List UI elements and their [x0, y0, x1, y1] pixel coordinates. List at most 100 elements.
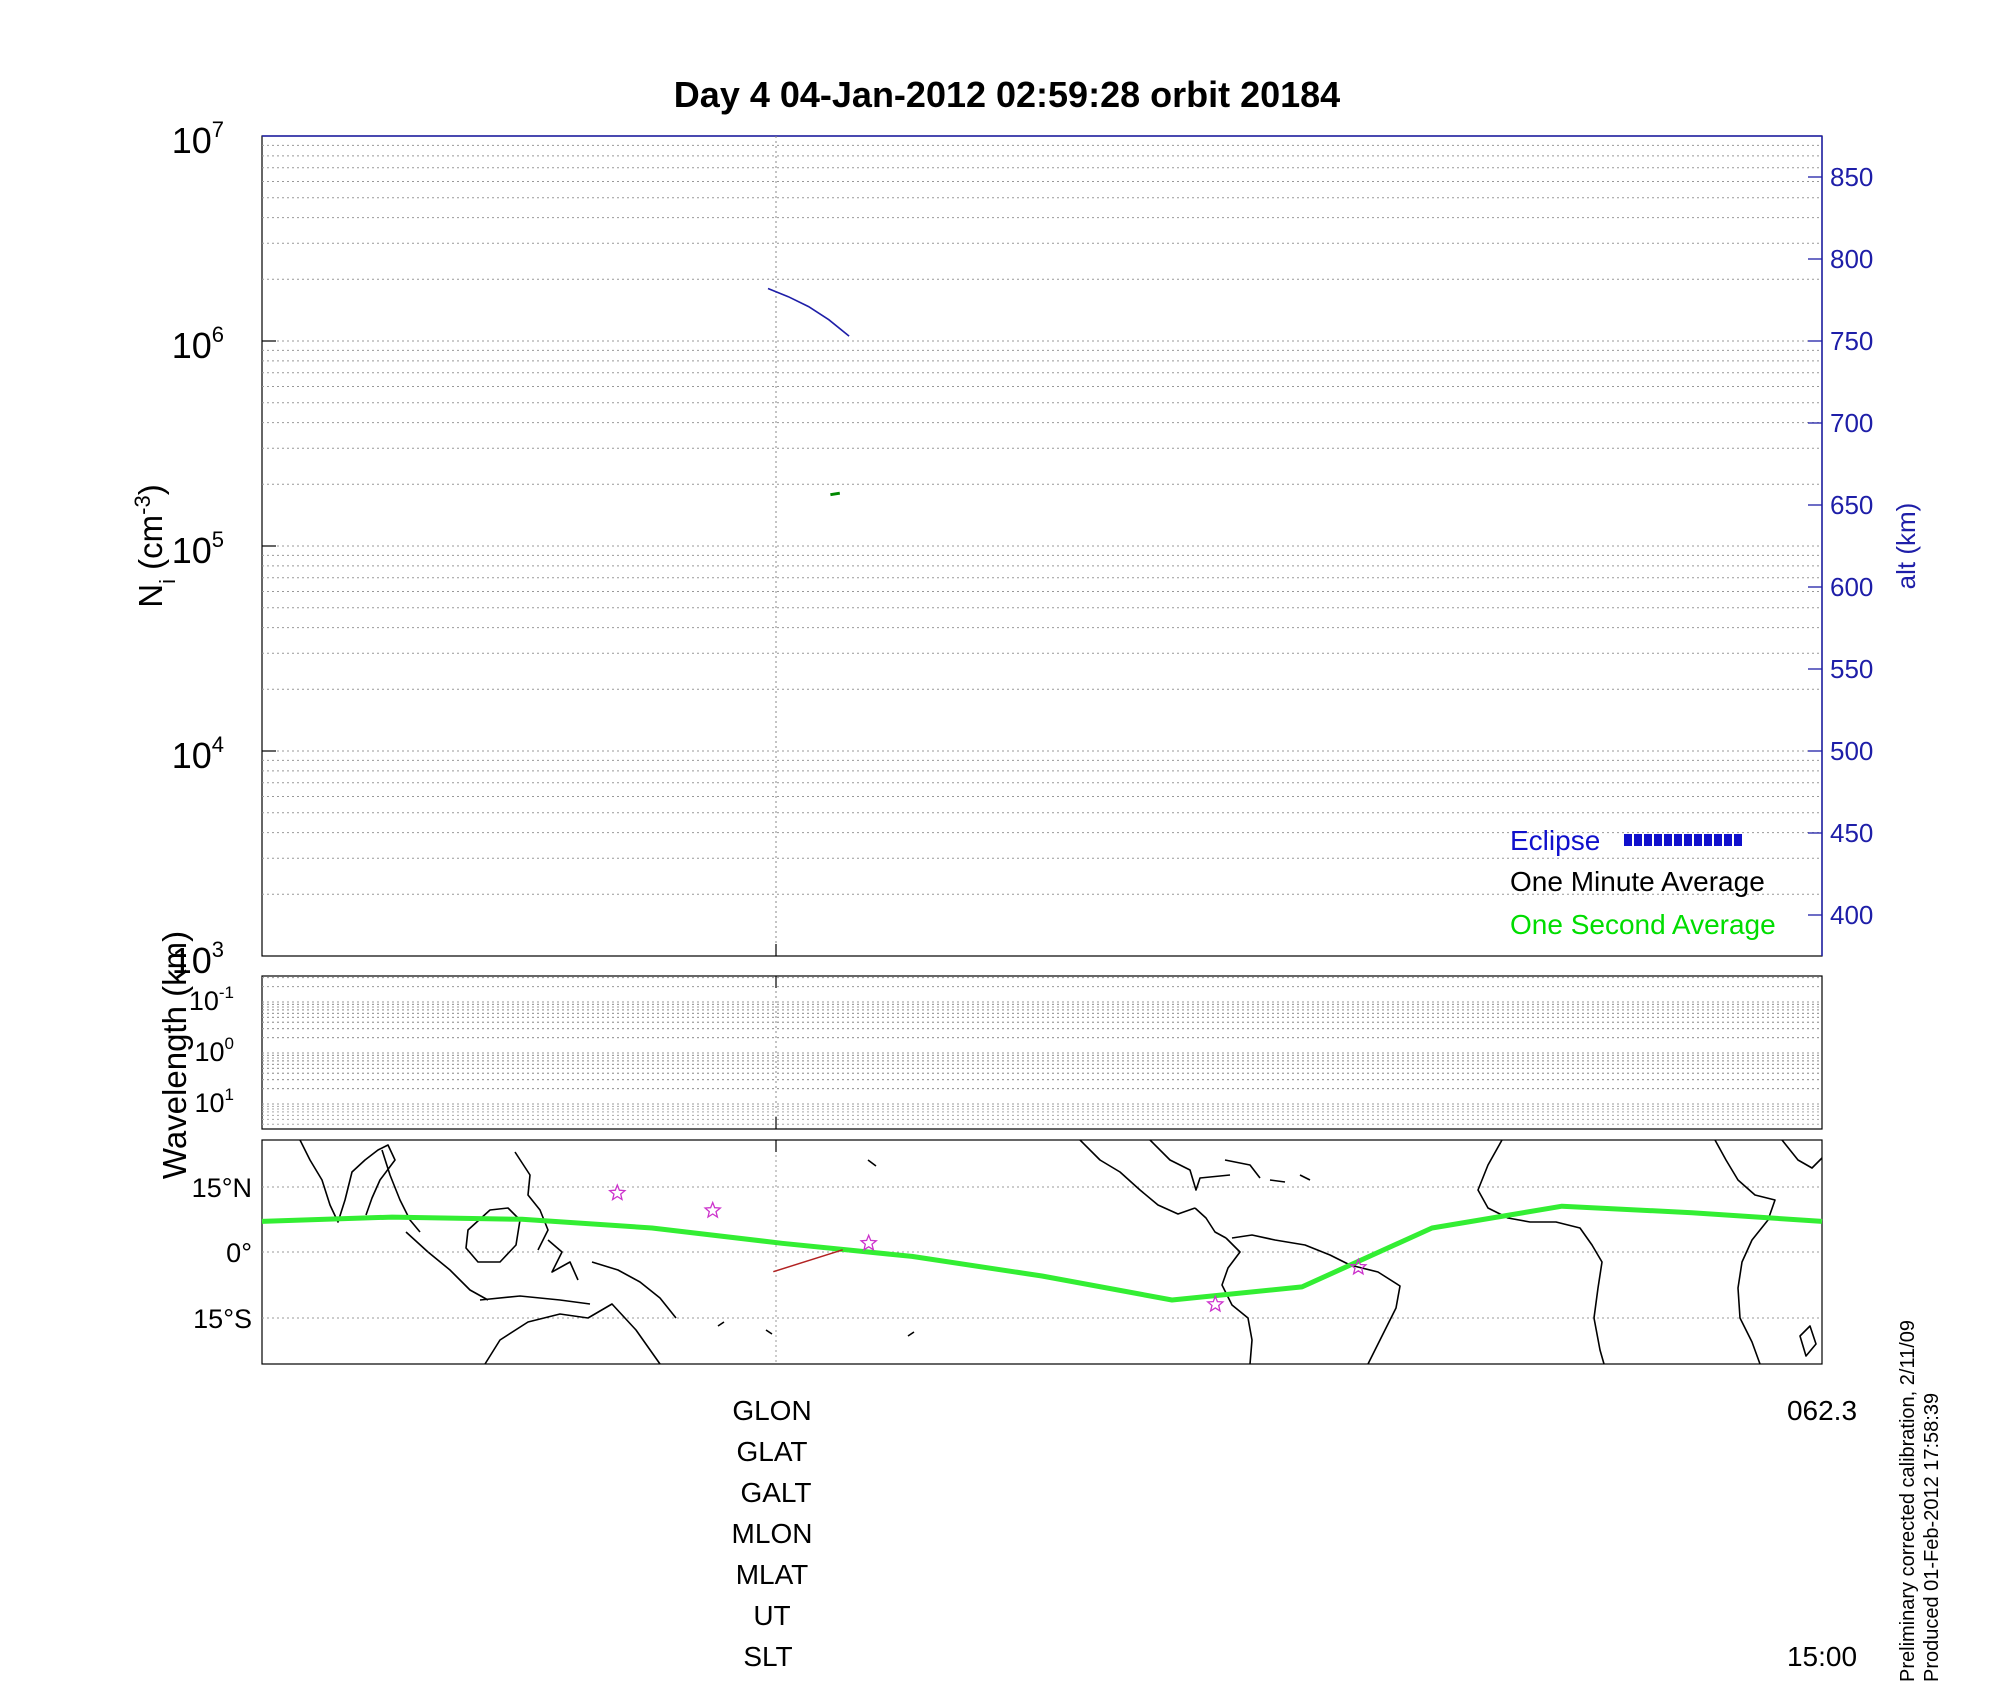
legend-eclipse-marker — [1624, 834, 1742, 846]
altitude-tick-label: 450 — [1830, 818, 1873, 848]
slt-value: 15:00 — [1787, 1641, 1857, 1672]
coordinate-labels: GLON GLAT GALT MLON MLAT UT SLT 062.3 15… — [732, 1395, 1857, 1672]
coast-small-islands — [717, 1159, 915, 1337]
eclipse-square — [1634, 834, 1642, 846]
density-y-label-sub: i — [155, 579, 180, 584]
altitude-tick-label: 700 — [1830, 408, 1873, 438]
coast-madagascar — [1799, 1325, 1817, 1357]
wavelength-tick-0-exp: 0 — [225, 1034, 234, 1053]
coast-australia — [484, 1303, 661, 1365]
density-tick-exponent: 3 — [212, 937, 224, 962]
star-marker — [608, 1183, 627, 1201]
eclipse-square — [1704, 834, 1712, 846]
row-label-mlat: MLAT — [736, 1559, 809, 1590]
legend: Eclipse One Minute Average One Second Av… — [1510, 825, 1776, 940]
coastlines — [299, 1139, 1823, 1365]
altitude-tick-label: 400 — [1830, 900, 1873, 930]
coast-central-america — [1194, 1207, 1227, 1239]
wavelength-tick-0: 100 — [194, 1034, 234, 1067]
wavelength-gridlines — [262, 977, 1822, 1125]
star-markers — [608, 1183, 1368, 1313]
glon-value: 062.3 — [1787, 1395, 1857, 1426]
row-label-slt: SLT — [743, 1641, 792, 1672]
altitude-tick-label: 550 — [1830, 654, 1873, 684]
wavelength-y-ticks: 10-1 100 101 — [189, 983, 234, 1118]
row-label-galt: GALT — [740, 1477, 811, 1508]
density-tick-exponent: 7 — [212, 117, 224, 142]
altitude-tick-label: 800 — [1830, 244, 1873, 274]
footer: Preliminary corrected calibration, 2/11/… — [1897, 1320, 1943, 1682]
eclipse-square — [1714, 834, 1722, 846]
density-tick-exponent: 5 — [212, 527, 224, 552]
density-tick-base: 10 — [172, 120, 212, 161]
wavelength-y-label: Wavelength (km) — [156, 931, 193, 1179]
density-y-label-unit-post: ) — [132, 484, 169, 495]
altitude-tick-label: 500 — [1830, 736, 1873, 766]
coast-java — [479, 1295, 591, 1305]
coast-africa-east — [1714, 1139, 1776, 1365]
density-y-label-main: N — [132, 584, 169, 608]
coast-caribbean — [1224, 1159, 1311, 1183]
density-gridlines — [262, 144, 1822, 895]
eclipse-square — [1684, 834, 1692, 846]
wavelength-tick-1-exp: 1 — [225, 1085, 234, 1104]
star-marker — [1206, 1294, 1225, 1313]
density-y-label: Ni (cm-3) — [130, 484, 180, 607]
map-tick-15s: 15°S — [193, 1304, 252, 1334]
legend-one-minute-label: One Minute Average — [1510, 866, 1765, 897]
wavelength-panel: 10-1 100 101 Wavelength (km) — [156, 931, 1823, 1179]
wavelength-tick-neg1-exp: -1 — [219, 983, 234, 1002]
coast-southeast-asia — [299, 1139, 396, 1223]
star-marker — [703, 1200, 722, 1219]
eclipse-square — [1674, 834, 1682, 846]
legend-eclipse-label: Eclipse — [1510, 825, 1600, 856]
density-tick-base: 10 — [172, 530, 212, 571]
legend-one-second-label: One Second Average — [1510, 909, 1776, 940]
density-tick-exponent: 4 — [212, 732, 224, 757]
eclipse-square — [1624, 834, 1632, 846]
density-tick-base: 10 — [172, 325, 212, 366]
wavelength-tick-1-base: 10 — [194, 1088, 224, 1118]
density-tick-label: 107 — [172, 117, 224, 161]
wavelength-tick-neg1: 10-1 — [189, 983, 234, 1016]
row-label-glat: GLAT — [736, 1436, 807, 1467]
altitude-y-ticks: 400 450 500 550 600 650 700 750 800 850 — [1808, 162, 1873, 930]
row-label-ut: UT — [753, 1600, 790, 1631]
map-tick-15n: 15°N — [192, 1173, 252, 1203]
coast-africa-west — [1477, 1139, 1605, 1365]
density-tick-label: 104 — [172, 732, 224, 776]
altitude-tick-label: 600 — [1830, 572, 1873, 602]
coast-philippines — [514, 1151, 549, 1251]
coast-arabia — [1781, 1139, 1823, 1169]
eclipse-square — [1734, 834, 1742, 846]
density-tick-label: 106 — [172, 322, 224, 366]
density-y-label-unit-sup: -3 — [130, 495, 155, 515]
wavelength-tick-1: 101 — [194, 1085, 234, 1118]
footer-produced: Produced 01-Feb-2012 17:58:39 — [1921, 1393, 1943, 1682]
map-tick-0: 0° — [226, 1238, 252, 1268]
altitude-y-label: alt (km) — [1891, 503, 1921, 590]
coast-malay-peninsula — [381, 1149, 421, 1233]
coast-mexico — [1079, 1139, 1196, 1215]
chart-title: Day 4 04-Jan-2012 02:59:28 orbit 20184 — [674, 74, 1340, 115]
eclipse-square — [1654, 834, 1662, 846]
eclipse-square — [1664, 834, 1672, 846]
wavelength-tick-0-base: 10 — [194, 1037, 224, 1067]
density-tick-exponent: 6 — [212, 322, 224, 347]
orbit-map-panel: 15°N 0° 15°S — [192, 1139, 1823, 1365]
density-tick-base: 10 — [172, 735, 212, 776]
altitude-series-line — [767, 287, 850, 337]
coast-gulf — [1149, 1139, 1231, 1191]
coast-new-guinea — [591, 1261, 677, 1319]
eclipse-square — [1644, 834, 1652, 846]
red-segment — [773, 1249, 843, 1273]
density-tick-label: 105 — [172, 527, 224, 571]
wavelength-tick-neg1-base: 10 — [189, 986, 219, 1016]
altitude-tick-label: 750 — [1830, 326, 1873, 356]
map-gridlines — [262, 1140, 1822, 1364]
row-label-mlon: MLON — [732, 1518, 813, 1549]
density-tick-label: 103 — [172, 937, 224, 981]
